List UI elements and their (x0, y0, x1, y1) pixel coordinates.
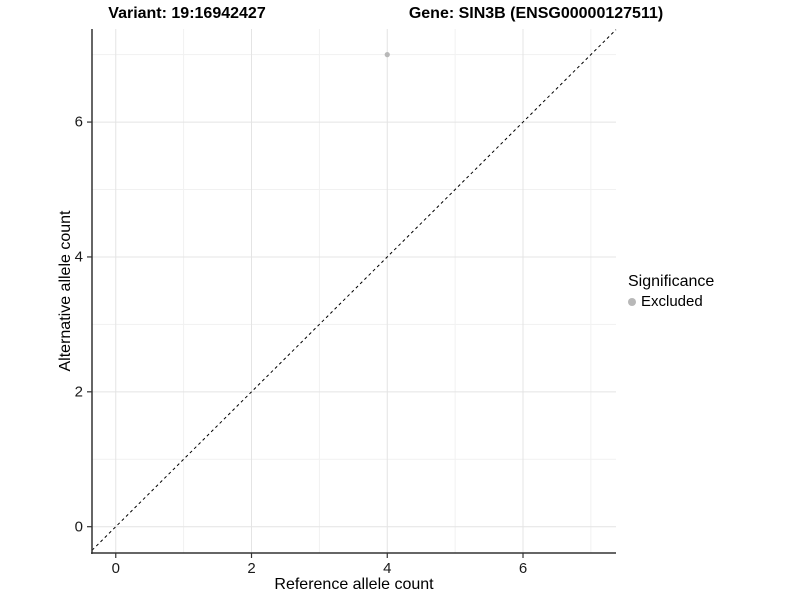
legend: Significance Excluded (628, 273, 714, 310)
x-tick-label: 2 (247, 560, 256, 577)
x-tick-label: 6 (518, 560, 528, 577)
y-axis-title: Alternative allele count (57, 210, 74, 372)
y-tick-label: 0 (74, 518, 83, 536)
legend-entry-label: Excluded (641, 293, 703, 310)
y-tick-label: 2 (74, 383, 83, 401)
legend-entry-excluded: Excluded (628, 293, 714, 310)
legend-title: Significance (628, 273, 715, 290)
data-point (384, 52, 390, 58)
x-tick-label: 0 (111, 560, 120, 577)
y-tick-label: 6 (74, 113, 83, 131)
x-tick-label: 4 (383, 560, 392, 577)
y-tick-label: 4 (74, 248, 83, 266)
x-axis-title: Reference allele count (274, 576, 434, 593)
plot-title-gene: Gene: SIN3B (ENSG00000127511) (408, 5, 664, 22)
legend-point-icon (628, 297, 636, 306)
plot-title-variant: Variant: 19:16942427 (108, 5, 266, 22)
identity-reference-line (91, 29, 617, 551)
